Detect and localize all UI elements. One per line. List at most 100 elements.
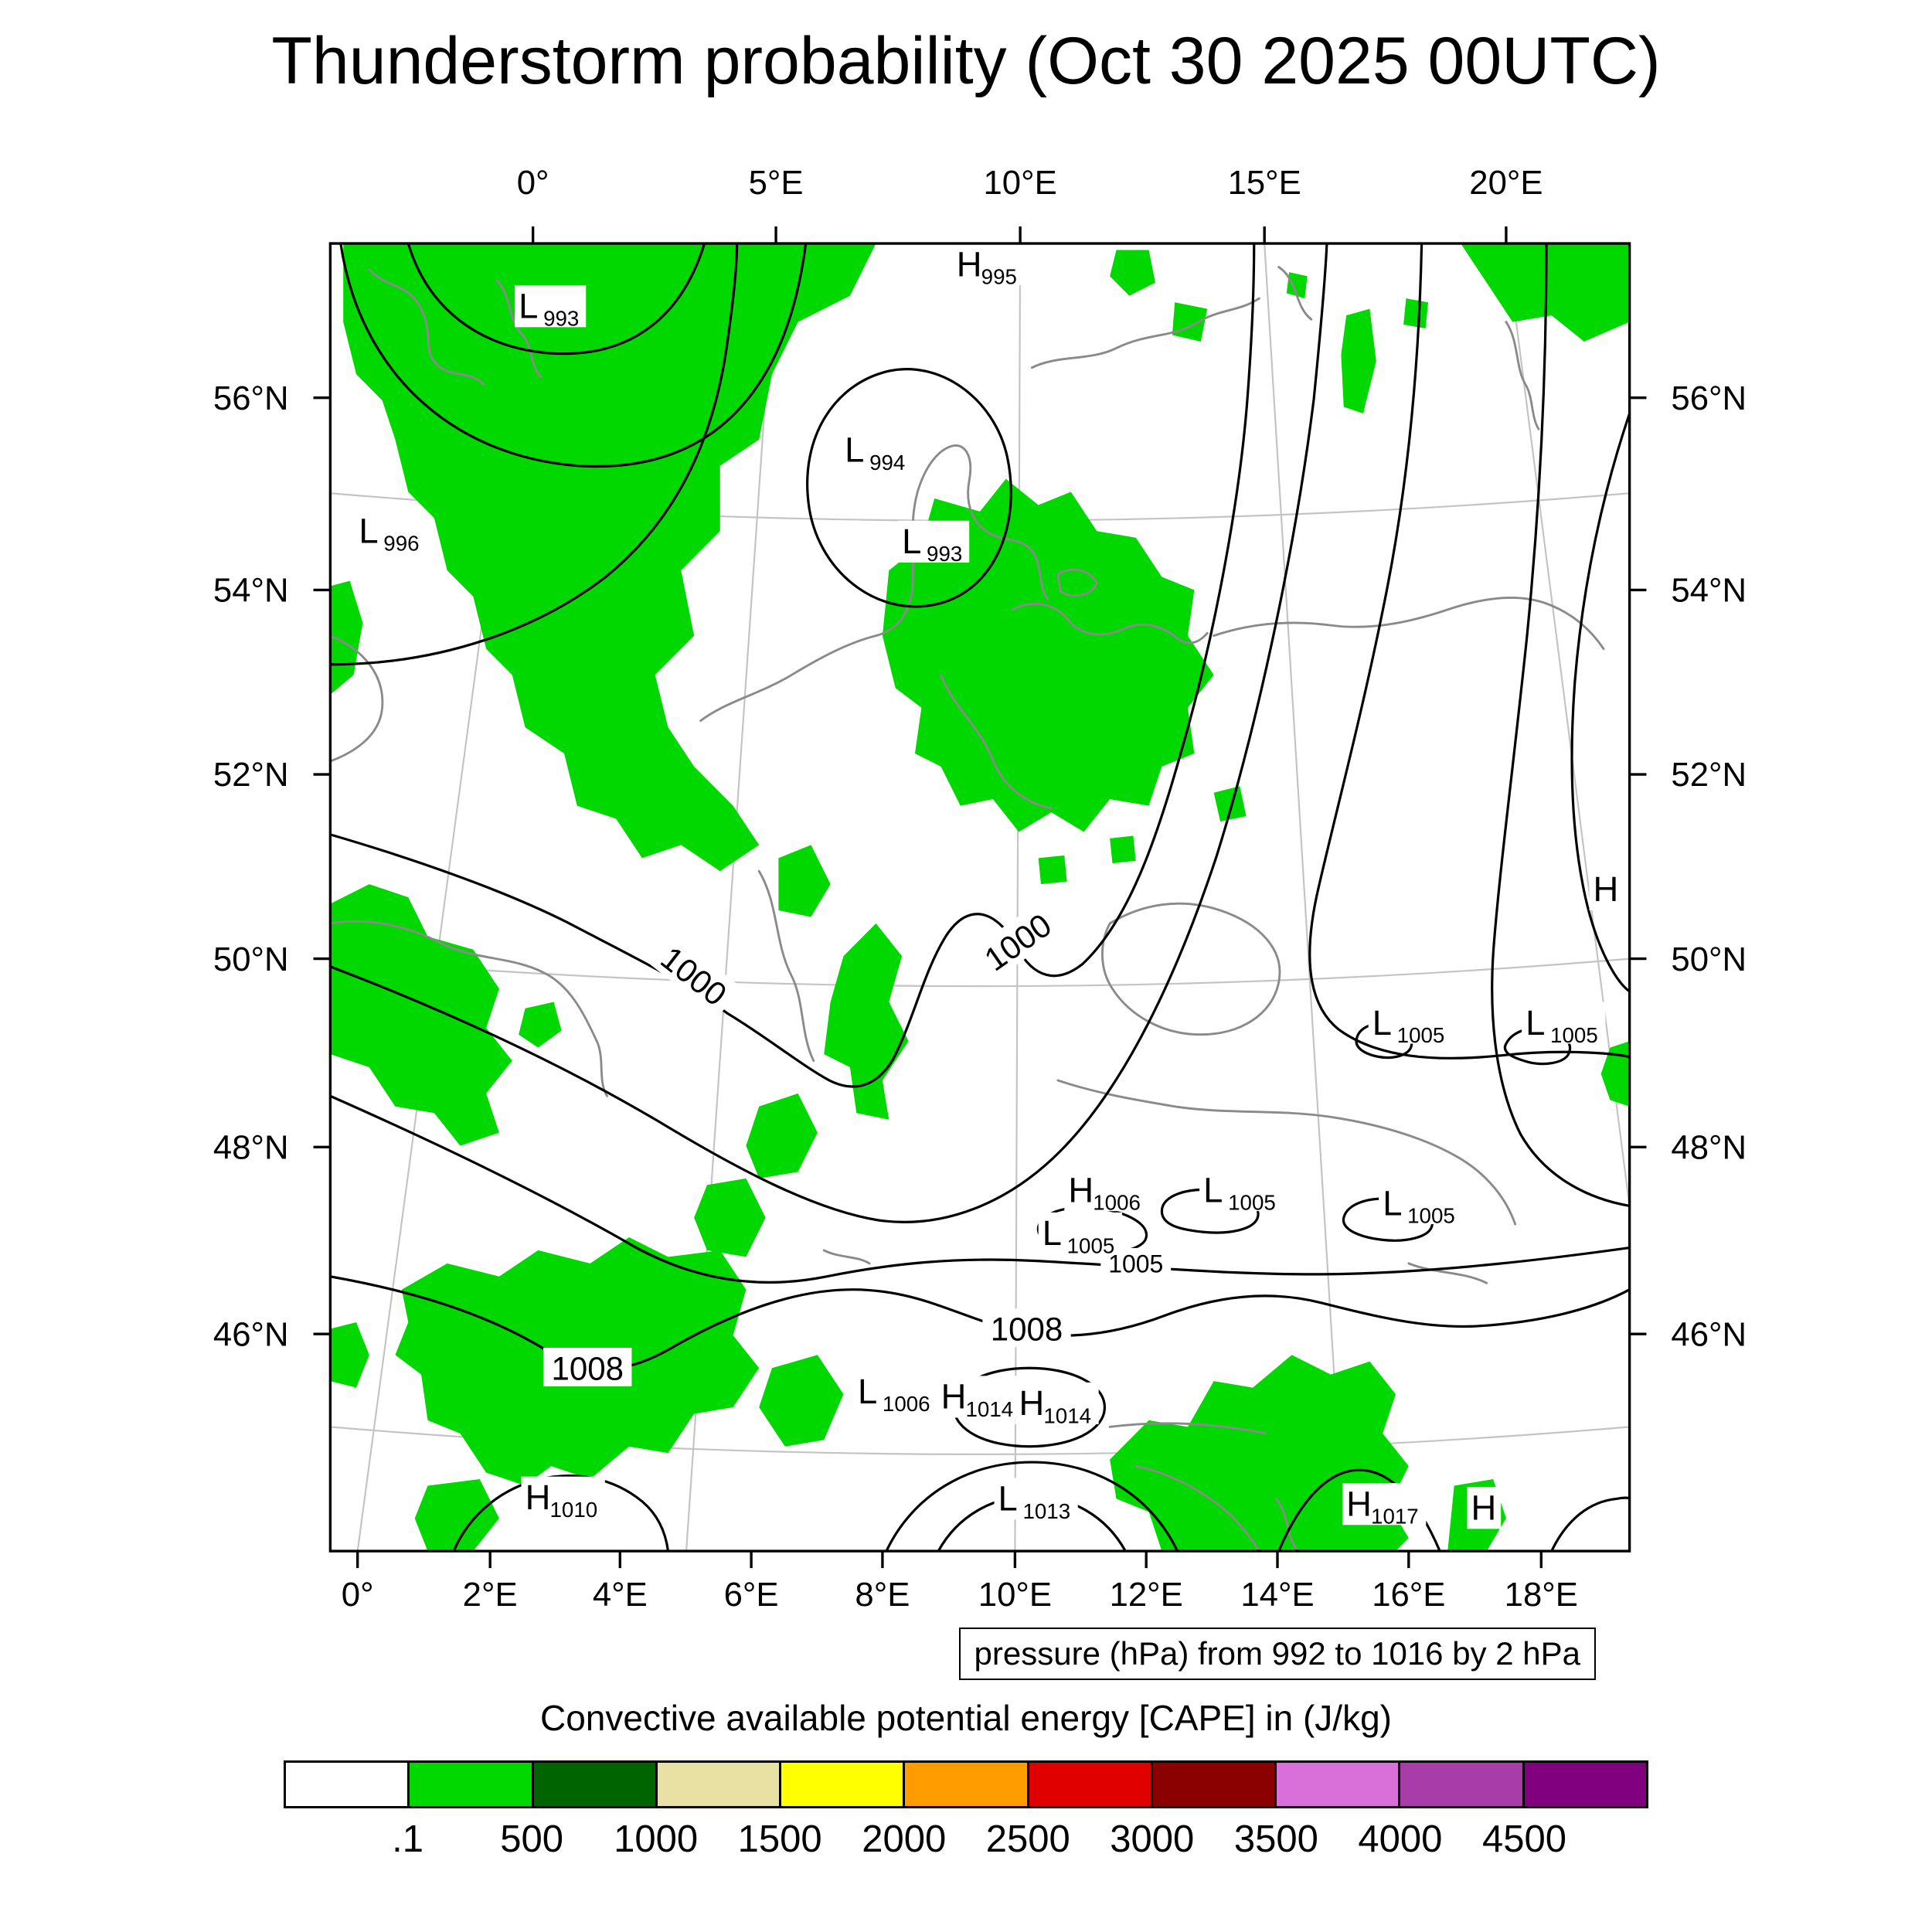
axis-tick-label: 52°N [213,756,289,794]
svg-text:1005: 1005 [1550,1023,1598,1047]
colorbar-cell [286,1763,410,1806]
coastline [368,268,485,386]
pressure-contour [330,243,1328,1223]
svg-text:1014: 1014 [1043,1403,1091,1427]
svg-text:L: L [519,286,538,325]
map-area: 1000 1000 1008 1008 1005 L 993 H 995 L 994 L 996 L 993… [148,87,1811,1734]
coastline [330,634,384,763]
cape-region [1038,855,1067,885]
contour-value-label: 1005 [1100,1247,1172,1277]
coastline [1108,1422,1267,1435]
cape-region [824,923,909,1120]
pressure-center-low: L 993 [898,520,970,566]
svg-text:1013: 1013 [1022,1499,1070,1523]
colorbar-tick-label: 2000 [862,1818,947,1860]
axis-tick-label: 46°N [213,1315,289,1353]
colorbar-tick-label: 1000 [614,1818,699,1860]
pressure-center-high: H 1014 [937,1376,1021,1421]
colorbar-tick-label: 3000 [1110,1818,1195,1860]
axis-tick-label: 4°E [593,1576,648,1614]
pressure-contour [1160,1188,1260,1234]
coastline [1277,266,1313,321]
coastline [940,673,1053,810]
colorbar-tick-label: 500 [500,1818,563,1860]
cape-region [1600,1041,1630,1107]
colorbar-cell [1524,1763,1646,1806]
svg-text:H: H [1019,1383,1044,1423]
axis-tick-label: 48°N [213,1128,289,1166]
contour-value-label: 1008 [982,1308,1071,1348]
cape-region [1341,308,1376,414]
colorbar-tick-label: 2500 [985,1818,1070,1860]
coastline [1030,297,1260,369]
axis-tick-label: 10°E [983,164,1056,202]
graticule-parallel [330,957,1630,988]
pressure-contour [1342,1197,1434,1242]
axis-tick-label: 0° [342,1576,374,1614]
pressure-center-high: H [1467,1487,1502,1529]
axis-tick-label: 5°E [749,164,804,202]
svg-text:L: L [858,1372,877,1411]
coastline [1056,568,1098,597]
colorbar-cell [410,1763,534,1806]
pressure-center-low: L 1006 [853,1370,938,1416]
pressure-caption: pressure (hPa) from 992 to 1016 by 2 hPa [958,1628,1596,1680]
pressure-center-low: L 996 [355,510,427,556]
axis-tick-label: 12°E [1110,1576,1183,1614]
svg-text:H: H [526,1478,551,1517]
cape-region [1110,1355,1409,1552]
pressure-center-low: L 1005 [1522,1002,1606,1047]
axis-tick-label: 6°E [724,1576,779,1614]
svg-text:H: H [957,244,982,284]
colorbar-cell [1152,1763,1277,1806]
svg-text:993: 993 [543,307,579,331]
svg-text:1006: 1006 [883,1392,930,1416]
colorbar-cell [1029,1763,1153,1806]
cape-region [778,845,831,917]
colorbar-title: Convective available potential energy [C… [539,1698,1392,1738]
axis-tick-label: 14°E [1240,1576,1314,1614]
coastline [1505,321,1540,430]
coastline [1011,602,1209,645]
cape-region [330,884,512,1146]
contour-value-label: 1008 [543,1347,632,1386]
svg-text:H: H [1471,1488,1497,1527]
svg-text:L: L [1383,1183,1402,1223]
svg-text:1014: 1014 [966,1397,1014,1421]
coastline [495,278,543,379]
cape-region [746,1093,818,1179]
axis-tick-label: 46°N [1671,1315,1747,1353]
svg-text:993: 993 [927,542,962,566]
map-frame [328,242,1631,1553]
svg-text:994: 994 [869,451,905,474]
svg-text:L: L [1372,1003,1392,1043]
colorbar-tick-label: 1500 [737,1818,822,1860]
cape-region [1110,835,1136,864]
svg-text:H: H [1068,1170,1094,1209]
graticule-meridian [1264,243,1346,1552]
pressure-center-high: H 1017 [1342,1483,1427,1529]
colorbar-tick-label: .1 [392,1818,423,1860]
svg-text:1005: 1005 [1397,1023,1445,1047]
pressure-contour [330,243,1256,1088]
coastline [822,1249,871,1265]
cape-region [1172,302,1208,342]
colorbar-tick-label: 4000 [1358,1818,1443,1860]
cape-region [330,1322,369,1388]
axis-tick-label: 18°E [1505,1576,1578,1614]
pressure-center-high: H 1014 [1015,1382,1099,1427]
pressure-center-low: L 1013 [994,1478,1078,1523]
svg-text:L: L [902,522,921,561]
cape-region [414,1479,499,1552]
axis-tick-label: 48°N [1671,1128,1747,1166]
axis-tick-label: 16°E [1372,1576,1445,1614]
axis-tick-label: 20°E [1469,164,1543,202]
axis-tick-label: 10°E [978,1576,1052,1614]
svg-text:H: H [1346,1484,1372,1523]
coastline [1407,1262,1488,1284]
svg-text:1005: 1005 [1407,1203,1455,1227]
axis-tick-label: 15°E [1228,164,1301,202]
